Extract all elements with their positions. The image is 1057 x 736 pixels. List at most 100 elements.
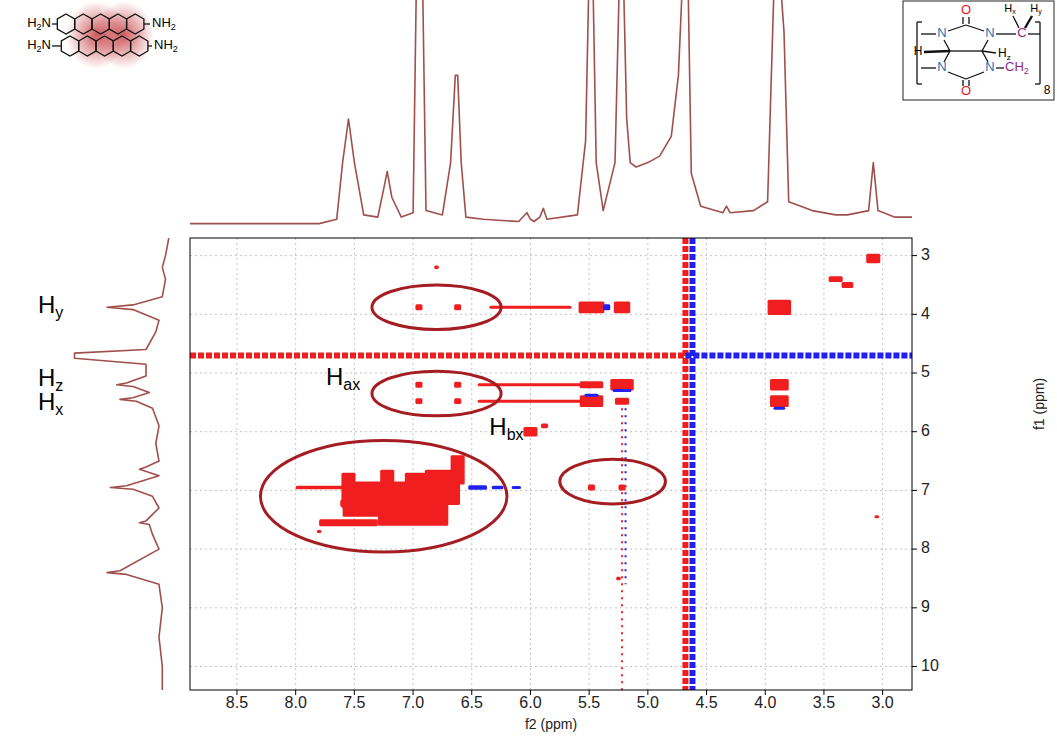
- bond: [1035, 83, 1040, 84]
- bond: [1035, 21, 1040, 22]
- cross-peak: [616, 577, 621, 581]
- grid-line: [823, 238, 824, 690]
- projection-trace: [75, 238, 169, 690]
- cross-peak: [492, 486, 504, 490]
- atom-label-part: x: [1012, 8, 1016, 15]
- cross-peak: [770, 395, 789, 407]
- cross-peak: [454, 304, 461, 310]
- cross-peak: [579, 301, 605, 313]
- atom-label: Hy: [1030, 2, 1042, 16]
- left-projection: [75, 238, 169, 690]
- bond: [966, 25, 984, 31]
- atom-label: C: [1017, 25, 1026, 40]
- cross-peak: [770, 379, 789, 391]
- ring: [113, 36, 130, 56]
- atom-label: N: [985, 59, 994, 74]
- y-tick: [912, 255, 917, 256]
- y-tick-label: 7: [921, 481, 930, 498]
- highlight-ellipse: [372, 285, 501, 330]
- bond: [924, 51, 950, 52]
- t1-ridge: [689, 238, 695, 690]
- grid-line: [413, 238, 414, 690]
- grid-line: [354, 238, 355, 690]
- grid-line: [190, 666, 912, 667]
- annotation: Hbx: [489, 413, 523, 443]
- atom-label: 8: [1044, 83, 1051, 97]
- atom-label-part: 2: [171, 22, 176, 32]
- grid-line: [190, 607, 912, 608]
- ring: [61, 36, 78, 56]
- atom-label-part: N: [937, 59, 946, 74]
- cross-peak: [768, 300, 791, 315]
- t1-ridge: [190, 352, 685, 358]
- ring: [109, 14, 126, 34]
- bond: [962, 17, 963, 24]
- bond: [968, 17, 969, 24]
- ring: [96, 36, 113, 56]
- x-tick-label: 3.0: [872, 694, 894, 711]
- cross-peaks: [468, 304, 785, 489]
- atom-label: NH2: [152, 15, 176, 32]
- grid-line: [236, 238, 237, 690]
- grid-line: [882, 238, 883, 690]
- cross-peak: [454, 382, 461, 388]
- x-tick-label: 4.5: [695, 694, 717, 711]
- atom-label-part: 8: [1044, 83, 1051, 97]
- bond: [996, 67, 1004, 68]
- cross-peak: [405, 473, 433, 502]
- plot-frame: [190, 238, 912, 690]
- projection-label-part: y: [55, 305, 63, 322]
- atom-label-part: O: [961, 83, 971, 98]
- atom-label-part: CH: [1005, 59, 1024, 74]
- y-tick: [912, 666, 917, 667]
- atom-label: Hx: [1004, 2, 1016, 15]
- bond: [52, 23, 57, 24]
- grid-line: [190, 373, 912, 374]
- bond: [950, 50, 982, 51]
- cross-peak: [468, 485, 487, 490]
- shading: [94, 1, 154, 69]
- atom-label-part: H: [27, 15, 36, 30]
- bond: [996, 33, 1016, 34]
- y-tick-label: 8: [921, 539, 930, 556]
- cross-peak: [603, 304, 610, 310]
- projection-label-part: z: [55, 378, 63, 395]
- y-tick: [912, 490, 917, 491]
- projection-label-part: H: [38, 292, 55, 319]
- x-tick-label: 3.5: [813, 694, 835, 711]
- bond: [948, 72, 966, 79]
- bond: [148, 45, 152, 46]
- cross-peak: [319, 519, 378, 526]
- atom-label: O: [961, 83, 971, 98]
- atom-label-part: H: [1004, 2, 1012, 14]
- cross-peak: [523, 427, 537, 436]
- y-axis-title: f1 (ppm): [1031, 378, 1047, 430]
- atom-label-part: H: [1030, 2, 1038, 14]
- cross-peak: [415, 382, 422, 388]
- atom-label-part: N: [42, 15, 51, 30]
- t1-ridge: [685, 352, 912, 358]
- t1-ridge: [682, 238, 688, 690]
- atom-label-part: NH: [154, 37, 173, 52]
- cross-peak: [415, 304, 422, 310]
- cross-peak: [615, 398, 629, 405]
- grid-line: [190, 431, 912, 432]
- grid-line: [190, 549, 912, 550]
- t1-ridge: [625, 408, 627, 584]
- projection-label-part: x: [55, 402, 63, 419]
- left-structure: H2NH2NNH2NH2: [27, 1, 178, 69]
- bond: [52, 45, 61, 46]
- cross-peaks: [296, 254, 881, 580]
- y-axis: 345678910: [912, 246, 939, 674]
- annotation-part: H: [326, 363, 343, 390]
- atom-label-part: H: [27, 37, 36, 52]
- x-axis-title: f2 (ppm): [525, 716, 577, 732]
- cross-peak: [614, 301, 630, 313]
- atom-label: N: [985, 25, 994, 40]
- atom-label: H: [914, 44, 923, 58]
- grid-line: [765, 238, 766, 690]
- atom-label: O: [961, 2, 971, 17]
- cross-peak: [584, 394, 598, 397]
- x-tick-label: 6.0: [519, 694, 541, 711]
- y-tick: [912, 607, 917, 608]
